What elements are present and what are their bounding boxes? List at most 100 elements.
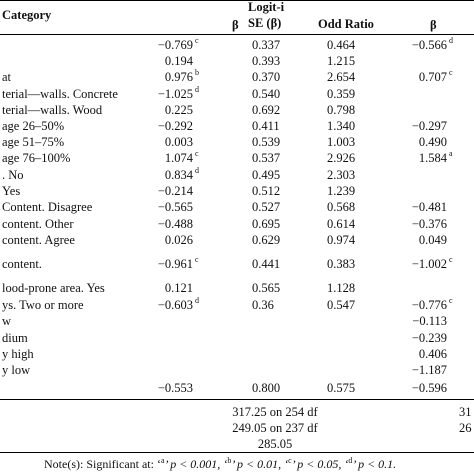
beta2-value	[447, 86, 458, 102]
beta-value: 1.074 c	[164, 149, 199, 165]
note-a-mark: a	[160, 455, 165, 465]
beta2-value: −0.239	[412, 330, 458, 346]
beta-value: 0.121	[165, 280, 204, 296]
top-rule	[0, 0, 474, 1]
beta-number: 0.976	[164, 70, 193, 84]
beta-number: 0.834	[164, 168, 193, 182]
odd-ratio-value: 0.464	[327, 38, 356, 52]
beta2-value	[447, 102, 458, 118]
beta2-value: −0.776 c	[411, 296, 453, 312]
beta2-value: −0.596	[412, 380, 458, 396]
table-note: Note(s): Significant at: ‘a’ p < 0.001, …	[44, 455, 397, 472]
row-label: dium	[2, 331, 28, 345]
beta2-number: −0.297	[411, 119, 447, 133]
se-value: 0.36	[252, 298, 274, 312]
note-d-text: ’ p < 0.1.	[352, 457, 397, 471]
beta-value	[193, 330, 204, 346]
beta2-value: −1.187	[412, 362, 458, 378]
se-value: 0.441	[252, 257, 281, 271]
header-se: SE (β)	[248, 16, 282, 30]
beta2-number: −0.566	[411, 38, 447, 52]
header-rule	[0, 34, 474, 35]
row-label: lood-prone area. Yes	[2, 281, 105, 295]
row-label: age 26–50%	[2, 119, 65, 133]
beta-value: 0.026	[165, 232, 204, 248]
fit-value-right: 26	[459, 421, 472, 435]
beta-number: −0.553	[157, 381, 193, 395]
beta2-number: 0.707	[418, 70, 447, 84]
se-value: 0.540	[252, 87, 281, 101]
se-value: 0.495	[252, 168, 281, 182]
beta2-number: 1.584	[418, 151, 447, 165]
beta-number: −0.292	[157, 119, 193, 133]
beta-value: −0.961 c	[157, 255, 199, 271]
se-value: 0.539	[252, 135, 281, 149]
beta2-value: −0.113	[412, 313, 458, 329]
row-label: content.	[2, 257, 42, 271]
bottom-rule	[0, 452, 474, 453]
odd-ratio-value: 0.568	[327, 200, 356, 214]
se-value: 0.337	[252, 38, 281, 52]
note-c-text: ’ p < 0.05, ‘	[291, 457, 349, 471]
beta2-value: −0.297	[412, 118, 458, 134]
odd-ratio-value: 0.798	[327, 103, 356, 117]
row-label: . No	[2, 168, 24, 182]
beta2-value: −1.002 c	[411, 255, 453, 271]
beta-number: −0.769	[157, 38, 193, 52]
note-a-text: ’ p < 0.001, ‘	[164, 457, 228, 471]
beta2-value: 1.584 a	[418, 149, 453, 165]
odd-ratio-value: 0.383	[327, 257, 356, 271]
beta-number: −0.961	[157, 257, 193, 271]
se-value: 0.565	[252, 281, 281, 295]
beta-value: −0.769 c	[157, 36, 199, 52]
beta-value: 0.976 b	[164, 68, 199, 84]
beta2-number: −0.239	[411, 331, 447, 345]
note-prefix: Note(s): Significant at: ‘	[44, 457, 161, 471]
beta-value: −1.025 d	[157, 85, 199, 101]
beta2-number: −0.113	[412, 314, 447, 328]
beta-number: 0.194	[164, 54, 193, 68]
row-label: age 51–75%	[2, 135, 65, 149]
beta-number: −0.214	[157, 184, 193, 198]
row-label: Yes	[2, 184, 21, 198]
beta2-number: −0.376	[411, 217, 447, 231]
beta-number: 0.003	[164, 135, 193, 149]
beta2-value: −0.376	[412, 216, 458, 232]
beta2-number: −0.481	[411, 200, 447, 214]
beta2-value: −0.566 d	[411, 36, 453, 52]
beta2-number: −0.596	[411, 381, 447, 395]
odd-ratio-value: 2.303	[327, 168, 356, 182]
odd-ratio-value: 2.926	[327, 151, 356, 165]
header-logit: Logit-i	[248, 0, 285, 14]
fit-value: 285.05	[257, 437, 293, 451]
beta2-value	[447, 183, 458, 199]
beta2-value: 0.490	[419, 134, 458, 150]
beta-number: 0.121	[164, 281, 193, 295]
note-b-text: ’ p < 0.01, ‘	[231, 457, 289, 471]
beta-value: 0.225	[165, 102, 204, 118]
header-beta: β	[232, 18, 239, 32]
row-label: terial—walls. Wood	[2, 103, 103, 117]
note-d-mark: d	[348, 455, 353, 465]
beta-number: −0.565	[157, 200, 193, 214]
beta-value: −0.214	[158, 183, 204, 199]
se-value: 0.629	[252, 233, 281, 247]
beta2-number: −1.002	[411, 257, 447, 271]
se-value: 0.800	[252, 381, 281, 395]
beta-number: −0.603	[157, 298, 193, 312]
beta-value: −0.292	[158, 118, 204, 134]
beta2-number: 0.406	[418, 347, 447, 361]
beta-value: 0.834 d	[164, 166, 199, 182]
beta-value: −0.553	[158, 380, 204, 396]
fit-rule	[0, 399, 474, 400]
row-label: at	[2, 70, 12, 84]
odd-ratio-value: 1.239	[327, 184, 356, 198]
beta-value: 0.003	[165, 134, 204, 150]
row-label: terial—walls. Concrete	[2, 87, 118, 101]
beta2-value: 0.406	[419, 346, 458, 362]
row-label: y high	[2, 347, 34, 361]
fit-value: 317.25 on 254 df	[232, 405, 318, 419]
beta-value	[193, 362, 204, 378]
beta2-number: 0.490	[418, 135, 447, 149]
beta-value: 0.194	[165, 53, 204, 69]
